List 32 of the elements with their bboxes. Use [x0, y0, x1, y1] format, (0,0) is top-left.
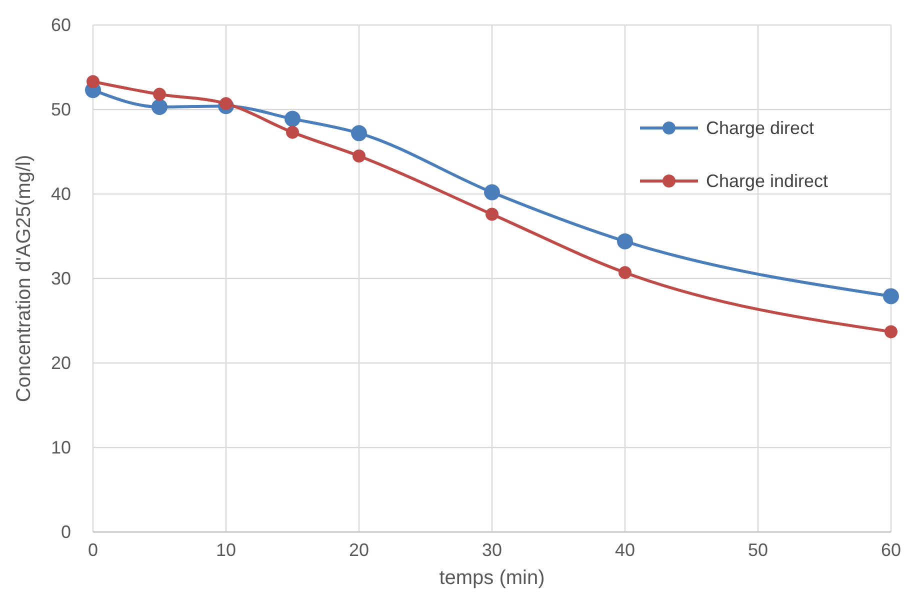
x-tick-label: 50 [748, 540, 768, 560]
legend-label: Charge indirect [706, 171, 828, 191]
point [284, 110, 300, 127]
point [153, 88, 166, 101]
point [220, 97, 232, 110]
point [351, 125, 367, 142]
x-tick-label: 40 [614, 540, 636, 560]
x-axis-title: temps (min) [439, 567, 545, 589]
point [486, 208, 498, 221]
x-tick-label: 20 [348, 540, 370, 560]
point [86, 75, 100, 88]
point [484, 184, 500, 200]
x-tick-label: 0 [88, 540, 98, 560]
y-tick-label: 10 [50, 438, 71, 458]
y-tick-label: 0 [60, 522, 71, 542]
x-tick-label: 10 [216, 540, 236, 560]
y-tick-label: 60 [50, 15, 71, 35]
point [286, 126, 299, 139]
point [152, 98, 168, 115]
y-tick-label: 30 [50, 268, 71, 288]
y-axis-title: Concentration d'AG25(mg/l) [13, 154, 35, 402]
x-tick-label: 60 [880, 540, 902, 560]
x-tick-label: 30 [482, 540, 502, 560]
point [352, 149, 366, 162]
y-tick-label: 20 [50, 353, 71, 373]
y-tick-label: 40 [50, 184, 71, 204]
point [883, 288, 899, 304]
point [618, 266, 632, 280]
point [884, 325, 898, 338]
point [617, 233, 633, 250]
legend-label: Charge direct [706, 118, 814, 138]
y-tick-label: 50 [50, 100, 71, 120]
